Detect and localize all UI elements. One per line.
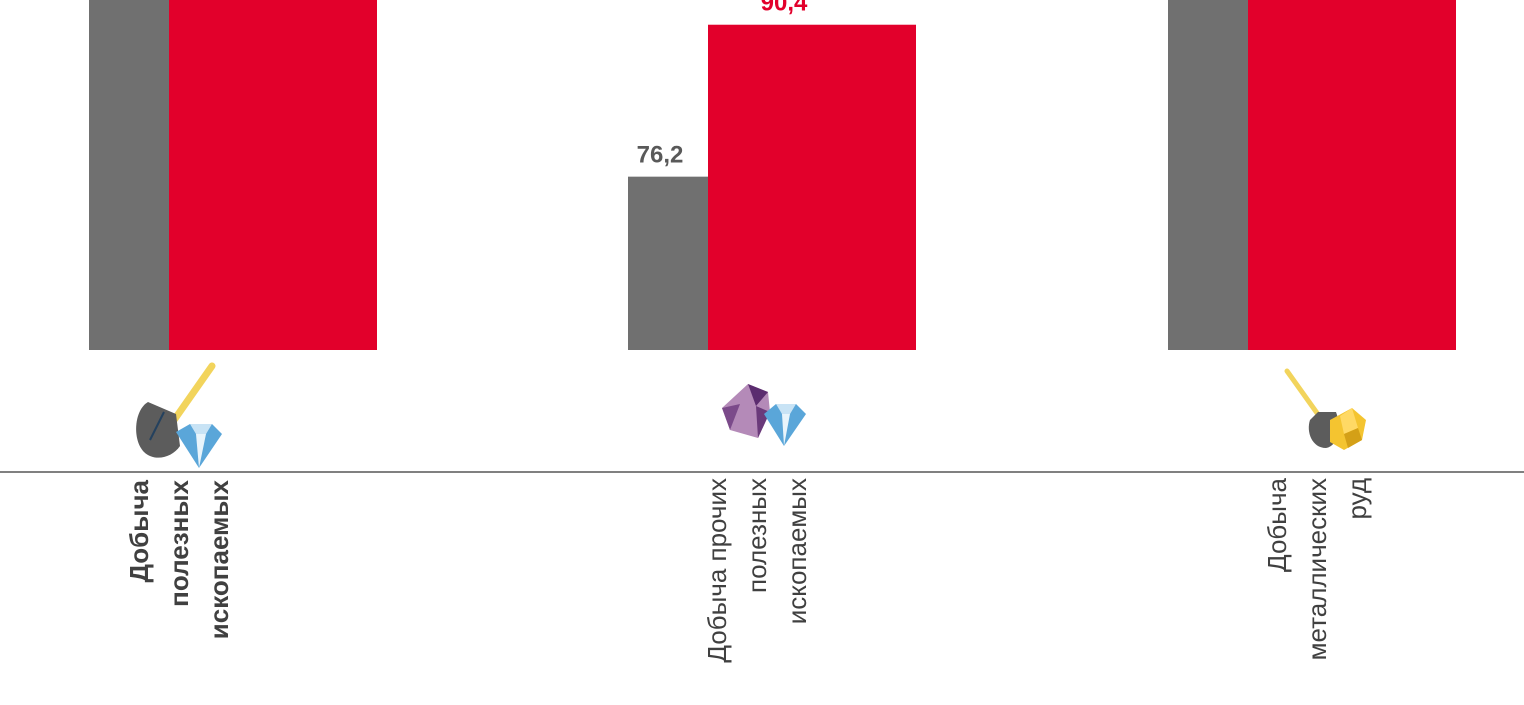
category-label-3-line-2: металлических [1302,478,1332,660]
category-label-2: Добыча прочих полезных ископаемых [702,478,812,663]
data-label-s1-c2: 76,2 [637,142,684,169]
category-label-3-line-1: Добыча [1262,477,1292,571]
shovel-gold-icon [1284,368,1366,450]
data-label-s2-c2: 90,4 [761,0,808,17]
bar-s2-c3 [1248,0,1456,350]
bar-s1-c1 [89,0,169,351]
category-label-2-line-3: ископаемых [782,478,812,624]
crystals-icon [722,384,806,446]
bar-s1-c3 [1168,0,1248,350]
bars-layer [89,0,1456,351]
category-label-1-line-2: полезных [164,479,194,606]
value-labels-layer: 96,797,276,290,497,197,3 [637,0,808,169]
bar-s2-c2 [708,24,916,350]
bar-s2-c1 [169,0,377,351]
bar-s1-c2 [628,176,708,350]
category-label-3-line-3: руд [1342,478,1372,519]
shovel-diamond-icon [136,362,222,468]
category-label-2-line-1: Добыча прочих [702,478,732,663]
category-label-1-line-1: Добыча [124,479,154,582]
category-label-3: Добыча металлических руд [1262,477,1372,660]
category-label-2-line-2: полезных [742,478,772,593]
category-label-1-line-3: ископаемых [204,479,234,639]
category-label-1: Добыча полезных ископаемых [124,479,234,639]
